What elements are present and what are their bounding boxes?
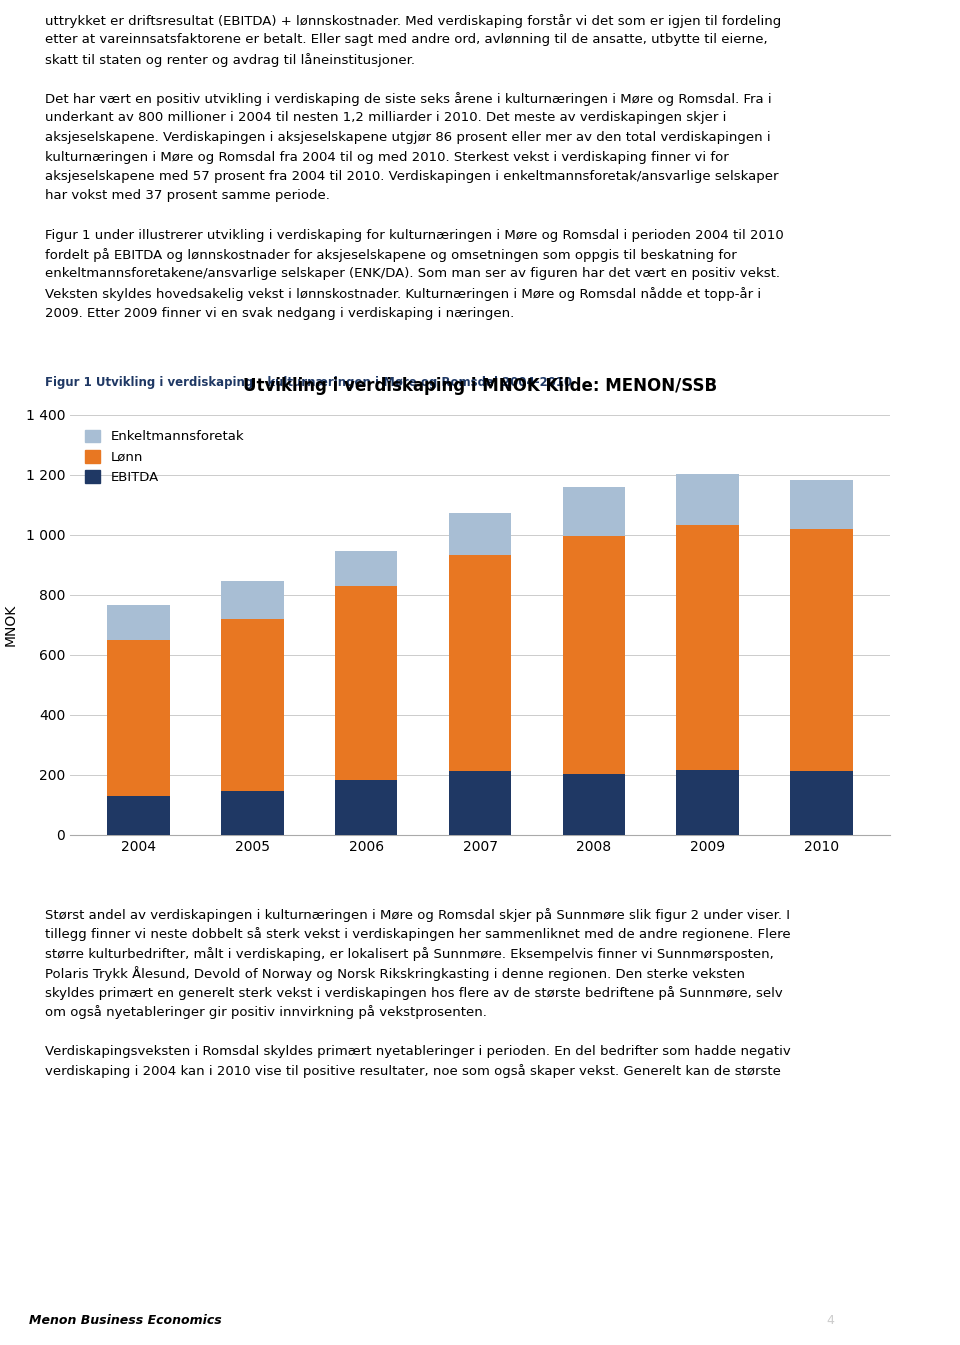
Bar — [448, 772, 512, 835]
Bar — [335, 780, 397, 835]
Text: verdiskaping i 2004 kan i 2010 vise til positive resultater, noe som også skaper: verdiskaping i 2004 kan i 2010 vise til … — [45, 1064, 781, 1077]
Bar — [108, 605, 170, 640]
Text: Menon Business Economics: Menon Business Economics — [29, 1314, 222, 1326]
Text: 4: 4 — [827, 1314, 834, 1326]
Bar — [790, 480, 852, 529]
Text: om også nyetableringer gir positiv innvirkning på vekstprosenten.: om også nyetableringer gir positiv innvi… — [45, 1006, 487, 1020]
Text: kulturnæringen i Møre og Romsdal fra 2004 til og med 2010. Sterkest vekst i verd: kulturnæringen i Møre og Romsdal fra 200… — [45, 151, 729, 164]
Text: Figur 1 under illustrerer utvikling i verdiskaping for kulturnæringen i Møre og : Figur 1 under illustrerer utvikling i ve… — [45, 229, 784, 242]
Bar — [677, 769, 739, 835]
Legend: Enkeltmannsforetak, Lønn, EBITDA: Enkeltmannsforetak, Lønn, EBITDA — [77, 421, 252, 492]
Text: har vokst med 37 prosent samme periode.: har vokst med 37 prosent samme periode. — [45, 190, 330, 203]
Bar — [448, 554, 512, 772]
Text: Størst andel av verdiskapingen i kulturnæringen i Møre og Romsdal skjer på Sunnm: Størst andel av verdiskapingen i kulturn… — [45, 908, 790, 921]
Text: RAPPORT: RAPPORT — [867, 1314, 932, 1326]
Bar — [448, 514, 512, 554]
Bar — [335, 586, 397, 780]
Text: Veksten skyldes hovedsakelig vekst i lønnskostnader. Kulturnæringen i Møre og Ro: Veksten skyldes hovedsakelig vekst i løn… — [45, 286, 761, 301]
Text: skyldes primært en generelt sterk vekst i verdiskapingen hos flere av de største: skyldes primært en generelt sterk vekst … — [45, 986, 782, 999]
Bar — [563, 535, 625, 773]
Bar — [790, 772, 852, 835]
Text: fordelt på EBITDA og lønnskostnader for aksjeselskapene og omsetningen som oppgi: fordelt på EBITDA og lønnskostnader for … — [45, 247, 737, 262]
Text: tillegg finner vi neste dobbelt så sterk vekst i verdiskapingen her sammenliknet: tillegg finner vi neste dobbelt så sterk… — [45, 928, 791, 942]
Text: Polaris Trykk Ålesund, Devold of Norway og Norsk Rikskringkasting i denne region: Polaris Trykk Ålesund, Devold of Norway … — [45, 967, 745, 982]
Bar — [563, 487, 625, 535]
Text: aksjeselskapene med 57 prosent fra 2004 til 2010. Verdiskapingen i enkeltmannsfo: aksjeselskapene med 57 prosent fra 2004 … — [45, 169, 779, 183]
Text: underkant av 800 millioner i 2004 til nesten 1,2 milliarder i 2010. Det meste av: underkant av 800 millioner i 2004 til ne… — [45, 112, 727, 125]
Text: 2009. Etter 2009 finner vi en svak nedgang i verdiskaping i næringen.: 2009. Etter 2009 finner vi en svak nedga… — [45, 307, 515, 320]
Bar — [221, 581, 283, 619]
Text: Figur 1 Utvikling i verdiskaping – kulturnæringen i Møre og Romsdal 2004-2010: Figur 1 Utvikling i verdiskaping – kultu… — [45, 377, 572, 389]
Bar — [221, 791, 283, 835]
Bar — [677, 525, 739, 769]
Text: skatt til staten og renter og avdrag til låneinstitusjoner.: skatt til staten og renter og avdrag til… — [45, 52, 415, 67]
Bar — [335, 550, 397, 586]
Text: Verdiskapingsveksten i Romsdal skyldes primært nyetableringer i perioden. En del: Verdiskapingsveksten i Romsdal skyldes p… — [45, 1045, 791, 1057]
Bar — [108, 640, 170, 796]
Text: enkeltmannsforetakene/ansvarlige selskaper (ENK/DA). Som man ser av figuren har : enkeltmannsforetakene/ansvarlige selskap… — [45, 268, 780, 281]
Bar — [221, 619, 283, 791]
Text: etter at vareinnsatsfaktorene er betalt. Eller sagt med andre ord, avlønning til: etter at vareinnsatsfaktorene er betalt.… — [45, 34, 768, 47]
Bar — [108, 796, 170, 835]
Bar — [790, 529, 852, 772]
Text: Det har vært en positiv utvikling i verdiskaping de siste seks årene i kulturnær: Det har vært en positiv utvikling i verd… — [45, 91, 772, 106]
Text: uttrykket er driftsresultat (EBITDA) + lønnskostnader. Med verdiskaping forstår : uttrykket er driftsresultat (EBITDA) + l… — [45, 13, 781, 28]
Bar — [563, 773, 625, 835]
Bar — [677, 473, 739, 525]
Y-axis label: MNOK: MNOK — [3, 604, 17, 646]
Text: aksjeselskapene. Verdiskapingen i aksjeselskapene utgjør 86 prosent eller mer av: aksjeselskapene. Verdiskapingen i aksjes… — [45, 130, 771, 144]
Text: større kulturbedrifter, målt i verdiskaping, er lokalisert på Sunnmøre. Eksempel: større kulturbedrifter, målt i verdiskap… — [45, 947, 774, 960]
Text: Utvikling i verdiskaping i MNOK Kilde: MENON/SSB: Utvikling i verdiskaping i MNOK Kilde: M… — [243, 377, 717, 395]
